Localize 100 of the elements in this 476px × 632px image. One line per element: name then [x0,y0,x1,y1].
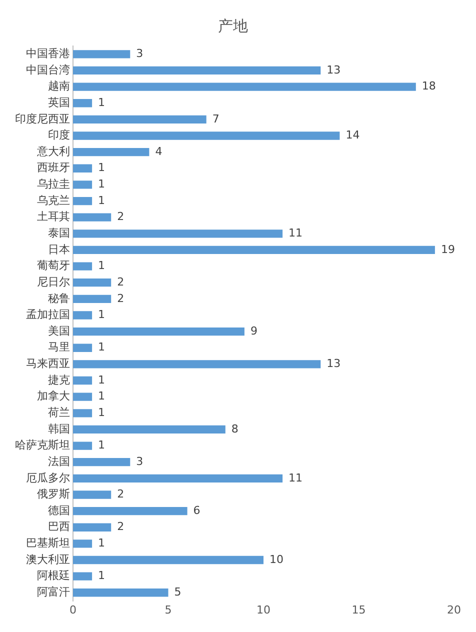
data-label: 14 [346,128,360,142]
y-tick-label: 澳大利亚 [26,552,70,566]
y-tick-label: 意大利 [36,144,70,158]
y-tick-label: 土耳其 [37,210,70,224]
data-label: 2 [117,210,124,224]
x-tick-label: 10 [256,603,270,616]
bar [73,262,92,270]
data-label: 6 [193,504,200,517]
bar [73,442,92,450]
bar [73,164,92,172]
data-label: 2 [117,488,124,501]
data-label: 11 [288,226,303,240]
y-tick-label: 印度尼西亚 [15,112,70,126]
bar [73,572,92,580]
y-tick-label: 韩国 [48,422,70,436]
data-label: 13 [326,357,341,370]
data-label: 1 [98,259,106,272]
bar [73,213,112,222]
bar [73,588,168,597]
data-label: 1 [98,406,106,420]
data-label: 18 [422,80,436,93]
bar [73,148,150,156]
data-label: 3 [136,454,144,468]
bar [73,327,244,336]
data-label: 8 [231,422,238,436]
data-label: 2 [117,520,124,534]
y-tick-label: 尼日尔 [37,275,70,288]
y-tick-label: 孟加拉国 [26,308,70,322]
bar [73,490,112,499]
y-tick-label: 捷克 [48,373,70,386]
bar [73,99,92,108]
bar [73,344,92,352]
chart-title: 产地 [218,16,248,35]
y-tick-label: 越南 [48,80,70,93]
data-label: 1 [98,161,106,174]
bar [73,523,112,532]
bar [73,458,130,466]
data-label: 9 [250,324,258,338]
bar [73,425,226,434]
y-tick-label: 中国香港 [26,47,70,60]
data-label: 19 [440,242,455,256]
bar [73,360,321,368]
bar [73,230,283,238]
y-tick-label: 西班牙 [37,161,70,174]
bar [73,474,283,482]
data-label: 1 [98,373,106,386]
y-tick-label: 葡萄牙 [37,259,70,272]
data-label: 1 [98,536,106,550]
data-label: 1 [98,194,106,207]
data-label: 1 [98,438,106,452]
data-label: 2 [117,275,124,288]
bar [73,376,92,385]
x-tick-label: 20 [447,603,461,616]
bar [73,278,112,287]
y-tick-label: 厄瓜多尔 [26,471,70,484]
bar [73,294,112,304]
y-tick-label: 美国 [48,324,70,338]
data-label: 1 [98,340,106,354]
data-label: 1 [98,178,106,191]
data-label: 1 [98,390,106,403]
bar [73,246,435,254]
data-label: 2 [117,292,124,305]
y-tick-label: 马里 [48,340,70,354]
y-tick-label: 英国 [48,96,70,109]
bar [73,82,416,91]
data-label: 7 [212,112,220,126]
data-label: 4 [155,144,162,158]
y-tick-label: 秘鲁 [48,292,70,305]
y-tick-label: 法国 [48,454,70,468]
data-label: 10 [270,552,284,566]
bar [73,392,92,401]
data-label: 1 [98,96,106,109]
x-tick-label: 5 [164,603,172,616]
y-tick-label: 泰国 [48,226,70,240]
bar [73,311,92,320]
y-tick-label: 乌克兰 [37,194,70,207]
bar [73,196,92,206]
x-tick-label: 15 [352,603,366,616]
y-tick-label: 巴基斯坦 [26,536,70,550]
data-label: 11 [288,471,303,484]
bar [73,409,92,418]
x-tick-label: 0 [70,603,76,616]
bar [73,180,92,189]
bar [73,556,264,564]
y-tick-label: 俄罗斯 [37,488,70,501]
y-tick-label: 荷兰 [48,406,70,420]
bar [73,132,340,140]
y-tick-label: 乌拉圭 [37,178,70,191]
bar [73,115,206,124]
y-tick-label: 巴西 [48,520,70,534]
y-tick-label: 印度 [48,128,70,142]
y-tick-label: 中国台湾 [26,63,70,76]
y-tick-label: 加拿大 [37,390,70,403]
bar [73,506,188,516]
bar [73,540,92,548]
y-tick-label: 德国 [48,504,70,517]
y-tick-label: 阿根廷 [37,569,70,582]
y-tick-label: 哈萨克斯坦 [15,438,70,452]
bar [73,50,130,58]
data-label: 5 [174,586,182,598]
